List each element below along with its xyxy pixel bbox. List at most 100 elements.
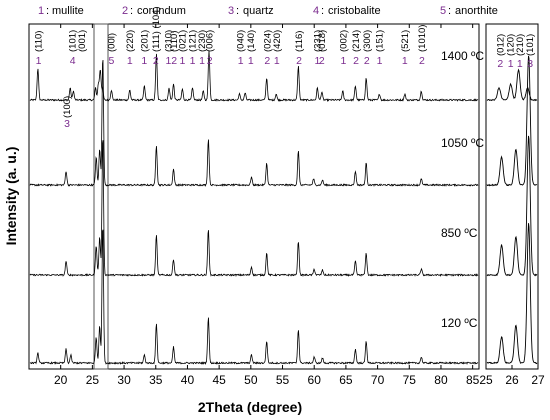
phase-marker: 2 (296, 55, 302, 67)
phase-marker: 2 (419, 55, 425, 67)
x-axis-label: 2Theta (degree) (198, 399, 302, 415)
phase-marker: 1 (377, 55, 383, 67)
phase-marker: 1 (166, 55, 172, 67)
hkl-label: (140) (246, 30, 257, 52)
zoom-x-tick-label: 27 (531, 373, 545, 387)
hkl-label: (110) (169, 31, 180, 52)
legend-num-2: 2 (122, 5, 128, 17)
zoom-x-tick-label: 25 (479, 373, 493, 387)
zoom-hkl-label: (120) (506, 34, 517, 56)
trace-zoom-0 (486, 68, 538, 102)
hkl-label: (1010) (417, 25, 428, 52)
phase-marker: 4 (70, 55, 76, 67)
hkl-label: (021) (177, 30, 188, 52)
main-x-tick-label: 45 (212, 373, 226, 387)
trace-main-0 (29, 50, 479, 103)
hkl-label: (116) (294, 31, 305, 52)
main-x-tick-label: 60 (308, 373, 322, 387)
main-x-tick-label: 80 (434, 373, 448, 387)
hkl-label: (110) (34, 31, 45, 52)
hkl-label: (101) (68, 30, 79, 52)
hkl-label: (002) (338, 30, 349, 52)
temperature-label: 1050 ºC (441, 136, 484, 150)
hkl-label: (201) (139, 30, 150, 52)
zoom-phase-marker: 1 (517, 58, 523, 70)
legend-name-mullite: mullite (52, 5, 84, 17)
temperature-label: 850 ºC (441, 226, 478, 240)
legend-num-3: 3 (228, 5, 234, 17)
hkl-label: (018) (317, 30, 328, 52)
temperature-labels: 1400 ºC 1050 ºC 850 ºC 120 ºC (441, 49, 484, 330)
legend-name-corundum: corundum (137, 5, 186, 17)
phase-marker: 1 (190, 55, 196, 67)
hkl-label: (121) (188, 30, 199, 52)
temperature-label: 1400 ºC (441, 49, 484, 63)
phase-marker: 1 (36, 55, 42, 67)
legend-name-quartz: quartz (243, 5, 274, 17)
main-plot-frame (28, 23, 480, 370)
phase-marker: 2 (353, 55, 359, 67)
trace-main-2 (29, 140, 479, 277)
phase-marker: 2 (319, 55, 325, 67)
trace-main-3 (29, 229, 479, 366)
main-x-axis: 20 25 30 35 40 45 50 55 60 65 70 75 80 85 (28, 24, 480, 387)
zoom-phase-marker: 3 (527, 58, 533, 70)
legend-num-4: 4 (313, 5, 319, 17)
legend-sep-2: : (130, 5, 133, 17)
hkl-label: (001) (77, 30, 88, 52)
hkl-label: (040) (236, 30, 247, 52)
legend-name-anorthite: anorthite (455, 5, 498, 17)
trace-zoom-2 (486, 135, 538, 277)
phase-marker: 3 (64, 118, 70, 130)
phase-marker: 1 (141, 55, 147, 67)
legend: 1 : mullite 2 : corundum 3 : quartz 4 : … (38, 5, 498, 17)
phase-marker: 2 (171, 55, 177, 67)
peak-annotations: (110)1(101)4(001) (00l)5(220)1(201)1(111)… (34, 6, 537, 130)
y-axis-label: Intensity (a. u.) (3, 147, 19, 246)
zoom-hkl-label: (210) (515, 34, 526, 56)
phase-marker: 1 (238, 55, 244, 67)
zoom-hkl-label: (101) (525, 34, 536, 56)
phase-marker: 1 (274, 55, 280, 67)
hkl-label: (230) (197, 30, 208, 52)
legend-num-5: 5 (440, 5, 446, 17)
hkl-label: (521) (400, 30, 411, 52)
zoom-phase-marker: 1 (508, 58, 514, 70)
main-x-tick-label: 50 (244, 373, 258, 387)
hkl-label: (220) (125, 30, 136, 52)
hkl-label: (00l) (106, 33, 117, 52)
hkl-label: (331) (312, 30, 323, 52)
phase-marker: 1 (314, 55, 320, 67)
phase-marker: 1 (199, 55, 205, 67)
legend-sep-3: : (236, 5, 239, 17)
legend-sep-1: : (46, 5, 49, 17)
phase-marker: 1 (179, 55, 185, 67)
hkl-label: (300) (362, 30, 373, 52)
phase-marker: 1 (402, 55, 408, 67)
main-x-tick-label: 30 (117, 373, 131, 387)
trace-main-1 (29, 59, 479, 187)
zoom-traces (486, 55, 538, 365)
legend-sep-4: : (321, 5, 324, 17)
hkl-label: (111) (104) (151, 6, 162, 52)
main-x-tick-label: 55 (276, 373, 290, 387)
main-x-tick-label: 20 (54, 373, 68, 387)
main-x-tick-label: 75 (403, 373, 417, 387)
main-x-tick-label: 25 (86, 373, 100, 387)
legend-name-cristobalite: cristobalite (328, 5, 381, 17)
phase-marker: 1 (127, 55, 133, 67)
zoom-hkl-label: (012) (495, 34, 506, 56)
zoom-region-box (93, 23, 109, 370)
phase-marker: 2 (364, 55, 370, 67)
zoom-x-tick-label: 26 (505, 373, 519, 387)
phase-marker: 2 (153, 55, 159, 67)
legend-sep-5: : (448, 5, 451, 17)
phase-marker: 5 (108, 55, 114, 67)
trace-zoom-1 (486, 55, 538, 187)
hkl-label: (214) (351, 30, 362, 52)
main-x-tick-label: 70 (371, 373, 385, 387)
legend-num-1: 1 (38, 5, 44, 17)
phase-marker: 2 (264, 55, 270, 67)
main-x-tick-label: 65 (339, 373, 353, 387)
